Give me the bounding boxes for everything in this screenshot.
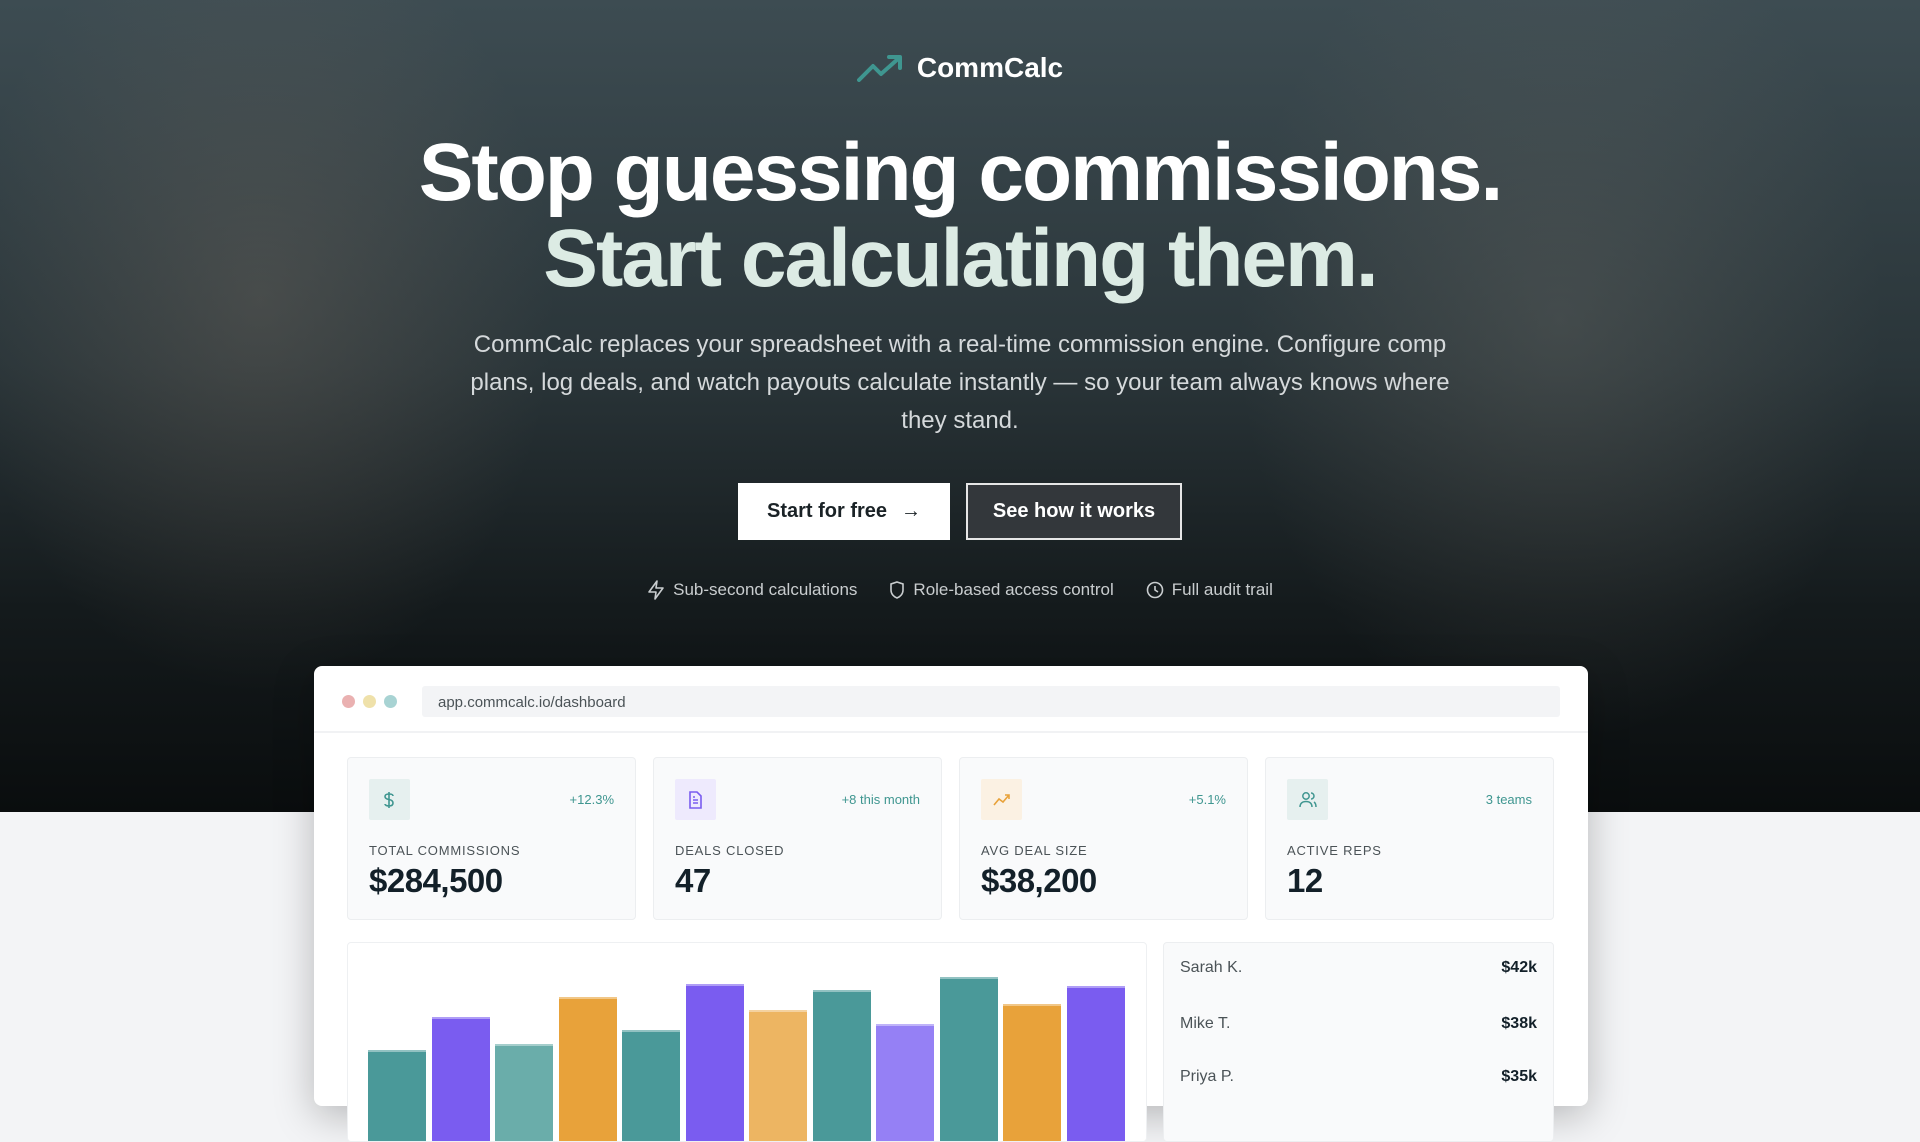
start-label: Start for free — [766, 500, 888, 522]
stat-value: 47 — [675, 862, 711, 899]
trending-up-logo-icon — [856, 55, 902, 82]
rep-name: Priya P. — [1180, 1068, 1234, 1085]
divider — [314, 731, 1588, 733]
stat-value: 12 — [1287, 862, 1323, 899]
hero-subtitle: CommCalc replaces your spreadsheet with … — [470, 331, 1450, 434]
stat-label: ACTIVE REPS — [1287, 843, 1382, 858]
start-for-free-button[interactable]: Start for free → — [738, 483, 950, 540]
see-label: See how it works — [992, 500, 1156, 522]
stat-card: +5.1% AVG DEAL SIZE $38,200 — [959, 757, 1248, 920]
leaderboard-row: Priya P. $35k — [1180, 1068, 1537, 1086]
chart-bar — [939, 977, 998, 1141]
chart-bar — [622, 1030, 680, 1141]
url-bar[interactable]: app.commcalc.io/dashboard — [422, 686, 1560, 717]
rep-amount: $42k — [1501, 959, 1537, 976]
feature-list: Sub-second calculations Role-based acces… — [0, 580, 1920, 600]
stat-value: $38,200 — [981, 862, 1097, 899]
feature-label: Sub-second calculations — [673, 580, 858, 599]
headline-line-1: Stop guessing commissions. — [418, 127, 1504, 218]
headline-line-2: Start calculating them. — [543, 213, 1378, 304]
lightning-icon — [648, 580, 664, 600]
stat-label: DEALS CLOSED — [675, 843, 785, 858]
leaderboard-row: Mike T. $38k — [1180, 1015, 1537, 1033]
shield-icon — [890, 581, 905, 599]
stat-card: +12.3% TOTAL COMMISSIONS $284,500 — [347, 757, 636, 920]
stat-delta: +8 this month — [841, 792, 920, 807]
dollar-icon — [369, 779, 410, 820]
feature-item: Sub-second calculations — [647, 580, 857, 600]
stat-delta: 3 teams — [1485, 792, 1532, 807]
window-maximize-dot — [384, 695, 397, 708]
stat-delta: +12.3% — [569, 792, 614, 807]
chart-bar — [431, 1017, 490, 1141]
stat-label: AVG DEAL SIZE — [981, 843, 1088, 858]
leaderboard: Sarah K. $42k Mike T. $38k Priya P. $35k — [1163, 942, 1554, 1142]
brand-name: CommCalc — [916, 52, 1064, 83]
chart-bar — [368, 1050, 426, 1141]
chart-bar — [495, 1043, 553, 1141]
clock-icon — [1146, 581, 1164, 599]
chart-bar — [1066, 986, 1125, 1141]
rep-amount: $38k — [1501, 1015, 1537, 1032]
chart-bar — [685, 983, 744, 1141]
logo[interactable]: CommCalc — [0, 52, 1920, 84]
stat-delta: +5.1% — [1188, 792, 1226, 807]
document-icon — [675, 779, 716, 820]
chart-bar — [1003, 1003, 1061, 1141]
stat-card: 3 teams ACTIVE REPS 12 — [1265, 757, 1554, 920]
rep-amount: $35k — [1501, 1068, 1537, 1085]
dashboard-preview: app.commcalc.io/dashboard +12.3% TOTAL C… — [314, 666, 1588, 1142]
stat-card: +8 this month DEALS CLOSED 47 — [653, 757, 942, 920]
users-icon — [1287, 779, 1328, 820]
see-how-it-works-button[interactable]: See how it works — [966, 483, 1182, 540]
rep-name: Sarah K. — [1180, 959, 1243, 976]
commission-bar-chart — [347, 942, 1147, 1142]
chart-bar — [558, 997, 617, 1141]
stat-value: $284,500 — [369, 862, 503, 899]
stat-label: TOTAL COMMISSIONS — [369, 843, 521, 858]
feature-label: Full audit trail — [1171, 580, 1273, 599]
rep-name: Mike T. — [1180, 1015, 1231, 1032]
chart-bar — [749, 1010, 807, 1141]
feature-item: Role-based access control — [889, 580, 1114, 600]
chart-bar — [812, 990, 871, 1141]
leaderboard-row: Sarah K. $42k — [1180, 959, 1537, 977]
arrow-right-icon: → — [901, 500, 922, 522]
chart-bar — [876, 1023, 934, 1141]
feature-label: Role-based access control — [913, 580, 1114, 599]
trending-up-icon — [981, 779, 1022, 820]
feature-item: Full audit trail — [1146, 580, 1273, 600]
window-minimize-dot — [363, 695, 376, 708]
window-close-dot — [342, 695, 355, 708]
